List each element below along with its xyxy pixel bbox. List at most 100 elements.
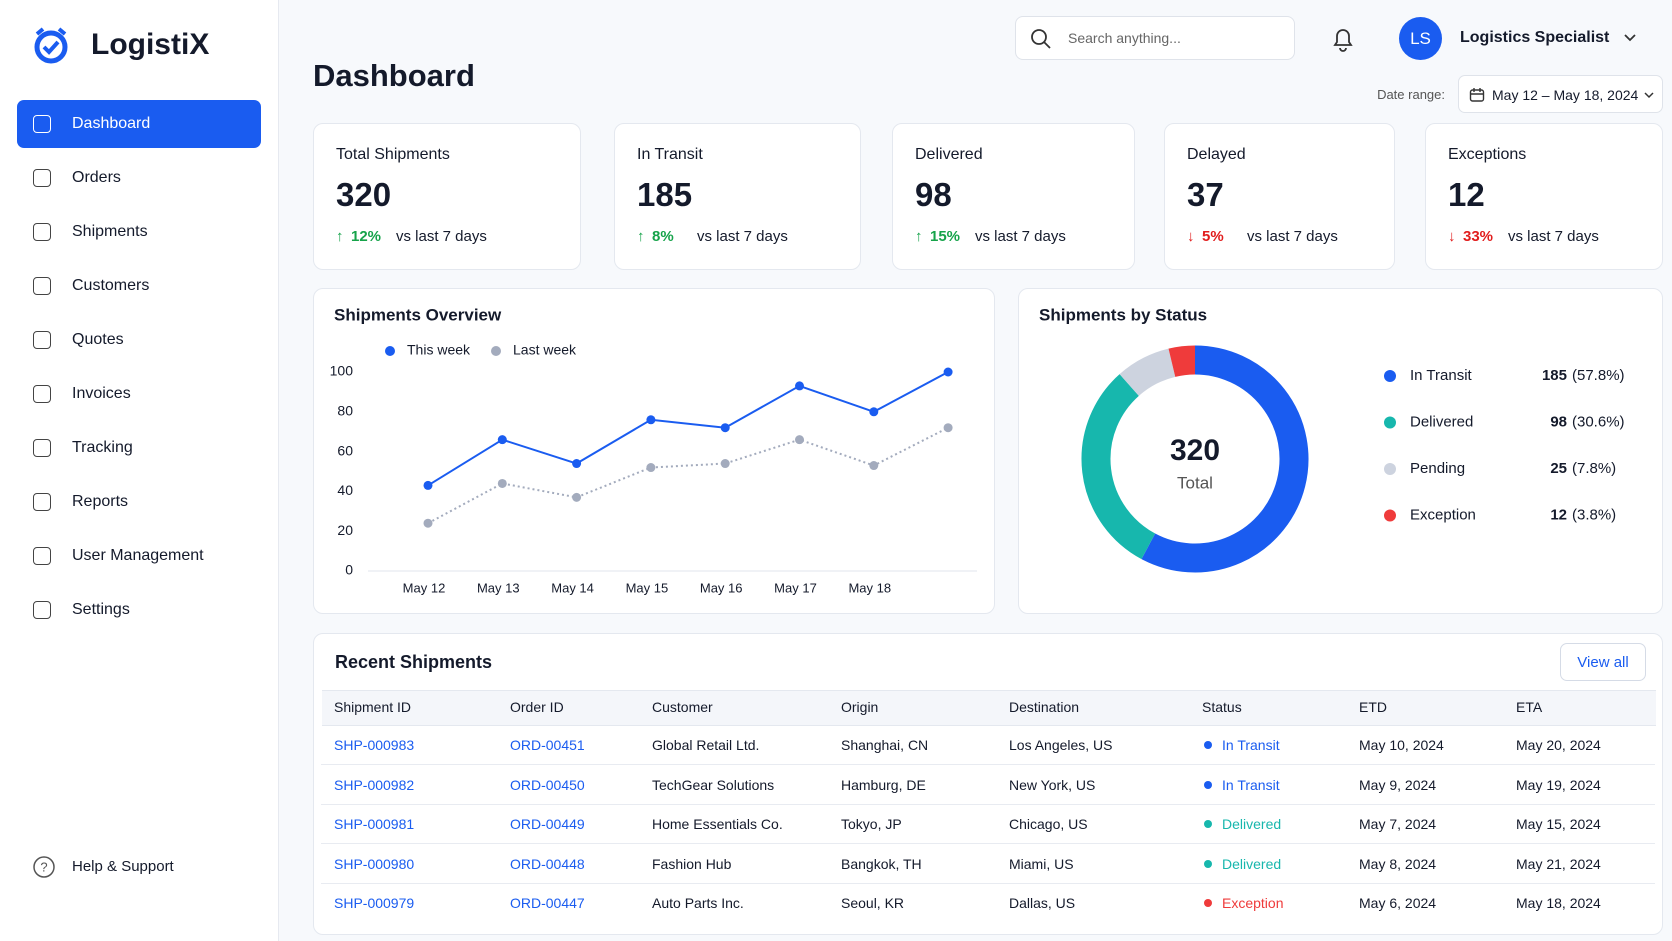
row-divider bbox=[321, 882, 1655, 884]
kpi-value: 185 bbox=[637, 176, 693, 213]
kpi-arrow: ↑ bbox=[915, 228, 923, 245]
nav-icon bbox=[33, 601, 51, 619]
page-title: Dashboard bbox=[313, 58, 475, 93]
kpi-value: 98 bbox=[915, 176, 952, 213]
nav-item[interactable]: Shipments bbox=[17, 208, 261, 256]
id-link[interactable]: SHP-000981 bbox=[334, 816, 415, 832]
table-cell: TechGear Solutions bbox=[652, 776, 775, 793]
status-text: Exception bbox=[1222, 895, 1284, 911]
id-link[interactable]: SHP-000982 bbox=[334, 776, 415, 793]
id-link[interactable]: ORD-00451 bbox=[510, 737, 585, 753]
table-header bbox=[322, 690, 1656, 726]
kpi-change: 33% bbox=[1463, 228, 1494, 245]
nav-icon bbox=[33, 547, 51, 565]
user-chevron[interactable] bbox=[1622, 30, 1638, 46]
table-cell: May 18, 2024 bbox=[1516, 895, 1601, 911]
id-link[interactable]: ORD-00447 bbox=[510, 895, 585, 911]
status-dot bbox=[1204, 859, 1212, 868]
svg-text:?: ? bbox=[40, 859, 47, 874]
nav-item[interactable]: User Management bbox=[17, 532, 261, 580]
status-dot bbox=[1204, 780, 1212, 789]
kpi-comparison: vs last 7 days bbox=[1508, 228, 1599, 245]
row-divider bbox=[321, 803, 1655, 805]
nav-icon bbox=[33, 223, 51, 241]
column-header: ETD bbox=[1359, 699, 1387, 715]
table-cell: May 21, 2024 bbox=[1516, 855, 1601, 872]
kpi-change: 5% bbox=[1202, 228, 1224, 245]
kpi-arrow: ↑ bbox=[336, 228, 344, 245]
table-cell: New York, US bbox=[1009, 776, 1096, 793]
nav-icon bbox=[33, 331, 51, 349]
search-icon bbox=[1031, 29, 1051, 49]
status-text: Delivered bbox=[1222, 816, 1282, 832]
nav-item[interactable]: Invoices bbox=[17, 370, 261, 418]
sidebar: LogistiX ? Help & Support bbox=[0, 0, 279, 941]
nav-item[interactable]: Orders bbox=[17, 154, 261, 202]
kpi-title: Delivered bbox=[915, 146, 983, 163]
table-cell: Los Angeles, US bbox=[1009, 737, 1113, 753]
id-link[interactable]: ORD-00448 bbox=[510, 855, 585, 872]
table-cell: May 20, 2024 bbox=[1516, 737, 1601, 753]
nav-item[interactable]: Reports bbox=[17, 478, 261, 526]
nav-item[interactable]: Tracking bbox=[17, 424, 261, 472]
kpi-title: Exceptions bbox=[1448, 146, 1527, 163]
id-link[interactable]: SHP-000980 bbox=[334, 855, 415, 872]
table-cell: May 9, 2024 bbox=[1359, 776, 1437, 793]
logo-icon bbox=[34, 27, 68, 64]
view-all-button[interactable]: View all bbox=[1560, 643, 1646, 681]
date-chevron bbox=[1644, 92, 1654, 99]
kpi-card: Exceptions 12 ↓ 33% vs last 7 days bbox=[1425, 123, 1663, 270]
table-cell: May 8, 2024 bbox=[1359, 855, 1437, 872]
help-link[interactable]: Help & Support bbox=[72, 858, 174, 875]
kpi-change: 12% bbox=[351, 228, 382, 245]
column-header: Order ID bbox=[510, 699, 564, 715]
id-link[interactable]: SHP-000983 bbox=[334, 737, 415, 753]
kpi-card: Delayed 37 ↓ 5% vs last 7 days bbox=[1164, 123, 1395, 270]
table-cell: Shanghai, CN bbox=[841, 737, 929, 753]
table-cell: Home Essentials Co. bbox=[652, 816, 783, 832]
avatar[interactable]: LS bbox=[1399, 17, 1442, 60]
overview-card bbox=[313, 288, 995, 614]
table-cell: Tokyo, JP bbox=[841, 816, 902, 832]
status-text: Delivered bbox=[1222, 855, 1282, 872]
status-text: In Transit bbox=[1222, 737, 1280, 753]
kpi-value: 37 bbox=[1187, 176, 1224, 213]
column-header: ETA bbox=[1516, 699, 1543, 715]
column-header: Destination bbox=[1009, 699, 1080, 715]
nav-item[interactable]: Customers bbox=[17, 262, 261, 310]
id-link[interactable]: SHP-000979 bbox=[334, 895, 415, 911]
kpi-comparison: vs last 7 days bbox=[697, 228, 788, 245]
table-cell: May 10, 2024 bbox=[1359, 737, 1444, 753]
bell-icon[interactable] bbox=[1330, 25, 1356, 53]
kpi-comparison: vs last 7 days bbox=[396, 228, 487, 245]
kpi-change: 8% bbox=[652, 228, 674, 245]
kpi-card: Delivered 98 ↑ 15% vs last 7 days bbox=[892, 123, 1135, 270]
column-header: Customer bbox=[652, 699, 713, 715]
nav-item[interactable]: Dashboard bbox=[17, 100, 261, 148]
nav-item[interactable]: Quotes bbox=[17, 316, 261, 364]
table-cell: Bangkok, TH bbox=[841, 855, 922, 872]
kpi-arrow: ↓ bbox=[1448, 228, 1456, 245]
table-cell: Global Retail Ltd. bbox=[652, 737, 760, 753]
brand: LogistiX bbox=[91, 28, 210, 61]
nav-item[interactable]: Settings bbox=[17, 586, 261, 634]
kpi-comparison: vs last 7 days bbox=[975, 228, 1066, 245]
user-name: Logistics Specialist bbox=[1460, 29, 1610, 46]
table-cell: Fashion Hub bbox=[652, 855, 732, 872]
table-cell: May 15, 2024 bbox=[1516, 816, 1601, 832]
search-box[interactable]: Search anything... bbox=[1015, 16, 1295, 60]
calendar-icon bbox=[1469, 88, 1485, 102]
kpi-arrow: ↑ bbox=[637, 228, 645, 245]
kpi-title: In Transit bbox=[637, 146, 703, 163]
help-icon: ? bbox=[33, 856, 55, 878]
column-header: Status bbox=[1202, 699, 1242, 715]
status-text: In Transit bbox=[1222, 776, 1280, 793]
id-link[interactable]: ORD-00450 bbox=[510, 776, 585, 793]
date-range-picker[interactable]: May 12 – May 18, 2024 bbox=[1458, 75, 1663, 113]
id-link[interactable]: ORD-00449 bbox=[510, 816, 585, 832]
status-dot bbox=[1204, 741, 1212, 749]
column-header: Origin bbox=[841, 699, 879, 715]
kpi-arrow: ↓ bbox=[1187, 228, 1195, 245]
kpi-card: In Transit 185 ↑ 8% vs last 7 days bbox=[614, 123, 861, 270]
